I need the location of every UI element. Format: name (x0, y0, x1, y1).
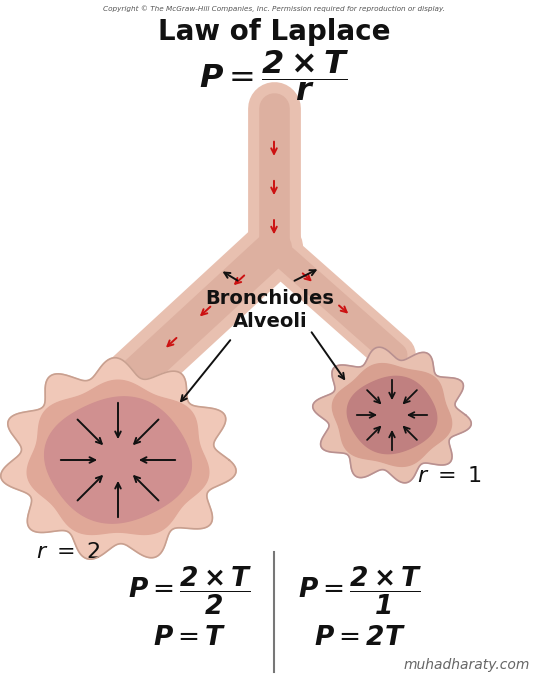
Text: Bronchioles
Alveoli: Bronchioles Alveoli (206, 288, 334, 331)
Text: $\mathbfit{P} = \dfrac{\mathbfit{2 \times T}}{\mathbfit{r}}$: $\mathbfit{P} = \dfrac{\mathbfit{2 \time… (199, 48, 349, 103)
Text: $\mathbfit{P} = \mathbfit{T}$: $\mathbfit{P} = \mathbfit{T}$ (153, 625, 227, 651)
Text: $\mathbfit{P} = \mathbfit{2T}$: $\mathbfit{P} = \mathbfit{2T}$ (314, 625, 406, 651)
Polygon shape (44, 397, 191, 523)
Text: muhadharaty.com: muhadharaty.com (404, 658, 530, 672)
Text: $\mathbfit{P} = \dfrac{\mathbfit{2 \times T}}{\mathbfit{1}}$: $\mathbfit{P} = \dfrac{\mathbfit{2 \time… (298, 565, 422, 617)
Text: $\mathit{r}\ =\ 1$: $\mathit{r}\ =\ 1$ (418, 466, 483, 486)
Text: $\mathbfit{P} = \dfrac{\mathbfit{2 \times T}}{\mathbfit{2}}$: $\mathbfit{P} = \dfrac{\mathbfit{2 \time… (128, 565, 252, 617)
Text: Law of Laplace: Law of Laplace (158, 18, 390, 46)
Text: Copyright © The McGraw-Hill Companies, Inc. Permission required for reproduction: Copyright © The McGraw-Hill Companies, I… (103, 5, 445, 12)
Polygon shape (1, 358, 236, 559)
Polygon shape (27, 380, 209, 535)
Polygon shape (347, 376, 437, 454)
Text: $\mathit{r}\ =\ 2$: $\mathit{r}\ =\ 2$ (36, 542, 100, 562)
Polygon shape (313, 347, 471, 483)
Polygon shape (333, 364, 452, 466)
